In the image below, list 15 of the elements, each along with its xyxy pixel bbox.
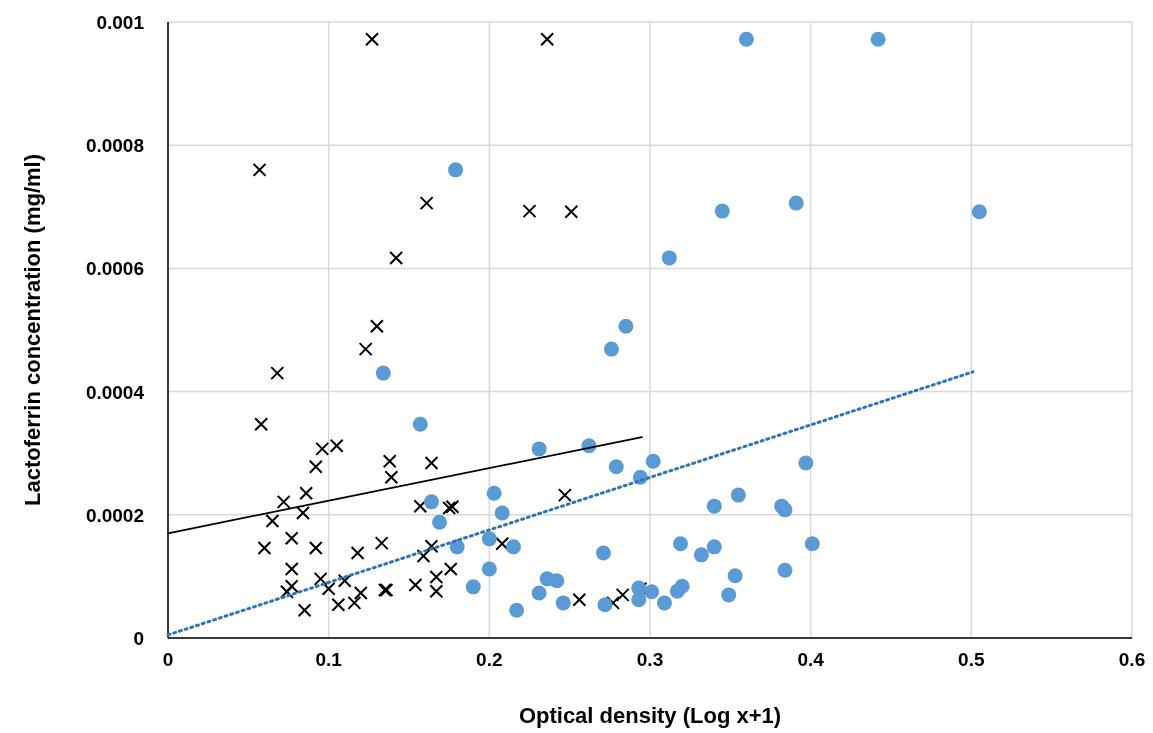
y-axis-title: Lactoferrin concentration (mg/ml) [20, 153, 45, 507]
x-tick-label: 0.4 [797, 649, 825, 670]
x-tick-label: 0.6 [1118, 649, 1146, 670]
x-tick-label: 0.1 [315, 649, 343, 670]
y-tick-label: 0.0006 [85, 258, 144, 280]
y-tick-label: 0.0008 [85, 135, 144, 157]
x-tick-label: 0.2 [476, 649, 503, 670]
x-tick-label: 0.3 [636, 649, 664, 670]
y-tick-label: 0 [133, 628, 144, 649]
y-tick-label: 0.0002 [85, 504, 144, 526]
x-tick-label: 0 [162, 649, 174, 670]
y-tick-label: 0.001 [96, 12, 145, 33]
y-tick-label: 0.0004 [85, 381, 145, 403]
x-axis-title: Optical density (Log x+1) [518, 703, 782, 728]
x-tick-label: 0.5 [958, 649, 985, 670]
